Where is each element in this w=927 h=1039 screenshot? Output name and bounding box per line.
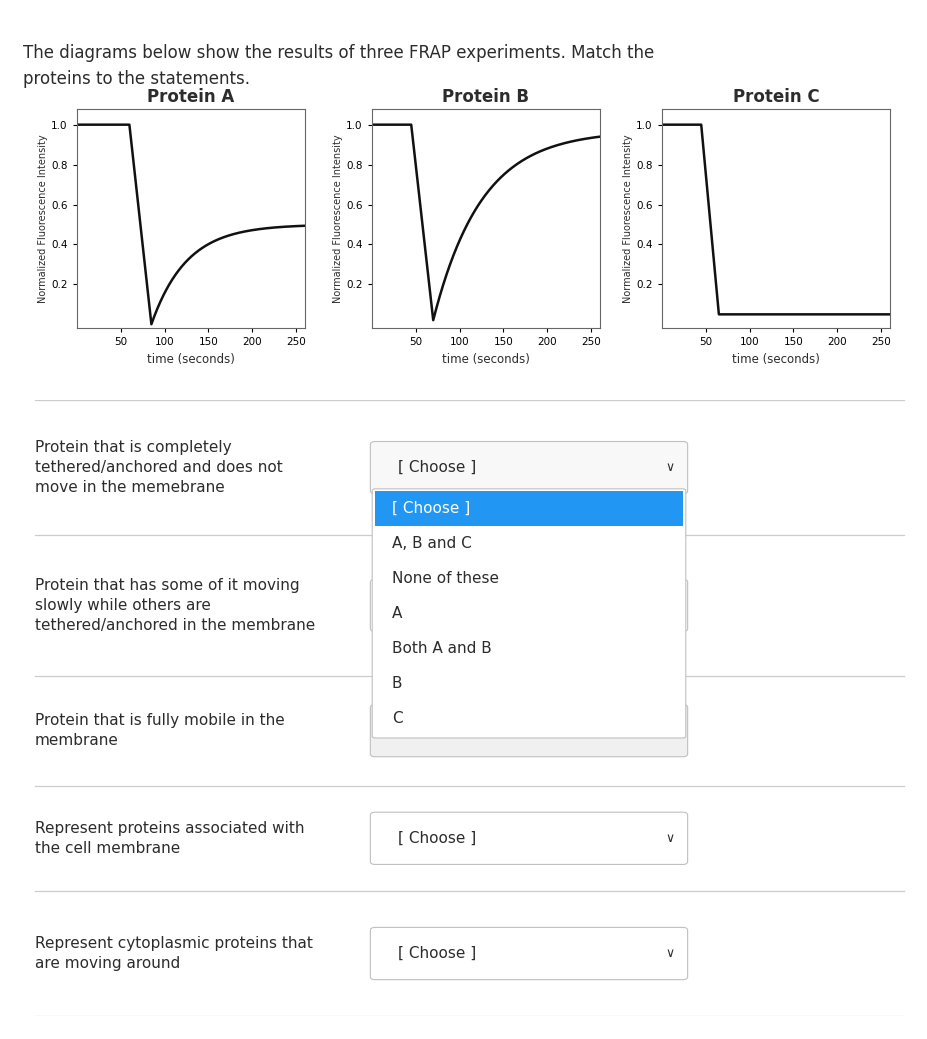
Text: [ Choose ]: [ Choose ] bbox=[399, 460, 476, 475]
X-axis label: time (seconds): time (seconds) bbox=[146, 353, 235, 366]
Y-axis label: Normalized Fluorescence Intensity: Normalized Fluorescence Intensity bbox=[38, 134, 48, 302]
Text: A, B and C: A, B and C bbox=[392, 536, 472, 551]
Title: Protein C: Protein C bbox=[732, 87, 819, 106]
FancyBboxPatch shape bbox=[373, 488, 686, 738]
Text: [ Choose ]: [ Choose ] bbox=[399, 723, 476, 738]
FancyBboxPatch shape bbox=[371, 704, 688, 756]
Text: ∨: ∨ bbox=[666, 832, 675, 845]
Text: ∨: ∨ bbox=[666, 724, 675, 737]
X-axis label: time (seconds): time (seconds) bbox=[732, 353, 819, 366]
Text: [ Choose ]: [ Choose ] bbox=[399, 597, 476, 613]
Text: None of these: None of these bbox=[392, 570, 499, 586]
Text: C: C bbox=[392, 711, 402, 726]
Text: Protein that has some of it moving
slowly while others are
tethered/anchored in : Protein that has some of it moving slowl… bbox=[35, 578, 315, 633]
Text: [ Choose ]: [ Choose ] bbox=[399, 831, 476, 846]
Text: The diagrams below show the results of three FRAP experiments. Match the: The diagrams below show the results of t… bbox=[23, 44, 654, 61]
Title: Protein B: Protein B bbox=[442, 87, 529, 106]
Text: ∨: ∨ bbox=[666, 598, 675, 612]
FancyBboxPatch shape bbox=[375, 490, 683, 526]
Text: Represent proteins associated with
the cell membrane: Represent proteins associated with the c… bbox=[35, 821, 304, 856]
Text: proteins to the statements.: proteins to the statements. bbox=[23, 70, 250, 87]
Text: Protein that is completely
tethered/anchored and does not
move in the memebrane: Protein that is completely tethered/anch… bbox=[35, 441, 283, 495]
Y-axis label: Normalized Fluorescence Intensity: Normalized Fluorescence Intensity bbox=[624, 134, 633, 302]
Title: Protein A: Protein A bbox=[147, 87, 235, 106]
Text: Represent cytoplasmic proteins that
are moving around: Represent cytoplasmic proteins that are … bbox=[35, 936, 313, 970]
Text: ∨: ∨ bbox=[666, 947, 675, 960]
FancyBboxPatch shape bbox=[371, 442, 688, 494]
Text: [ Choose ]: [ Choose ] bbox=[399, 947, 476, 961]
Text: [ Choose ]: [ Choose ] bbox=[392, 501, 470, 515]
Text: Protein that is fully mobile in the
membrane: Protein that is fully mobile in the memb… bbox=[35, 713, 285, 748]
FancyBboxPatch shape bbox=[371, 928, 688, 980]
Text: A: A bbox=[392, 606, 402, 621]
FancyBboxPatch shape bbox=[371, 580, 688, 632]
Text: B: B bbox=[392, 676, 402, 691]
X-axis label: time (seconds): time (seconds) bbox=[442, 353, 530, 366]
Text: Both A and B: Both A and B bbox=[392, 641, 491, 656]
Text: ∨: ∨ bbox=[666, 461, 675, 474]
FancyBboxPatch shape bbox=[371, 812, 688, 864]
Y-axis label: Normalized Fluorescence Intensity: Normalized Fluorescence Intensity bbox=[334, 134, 343, 302]
